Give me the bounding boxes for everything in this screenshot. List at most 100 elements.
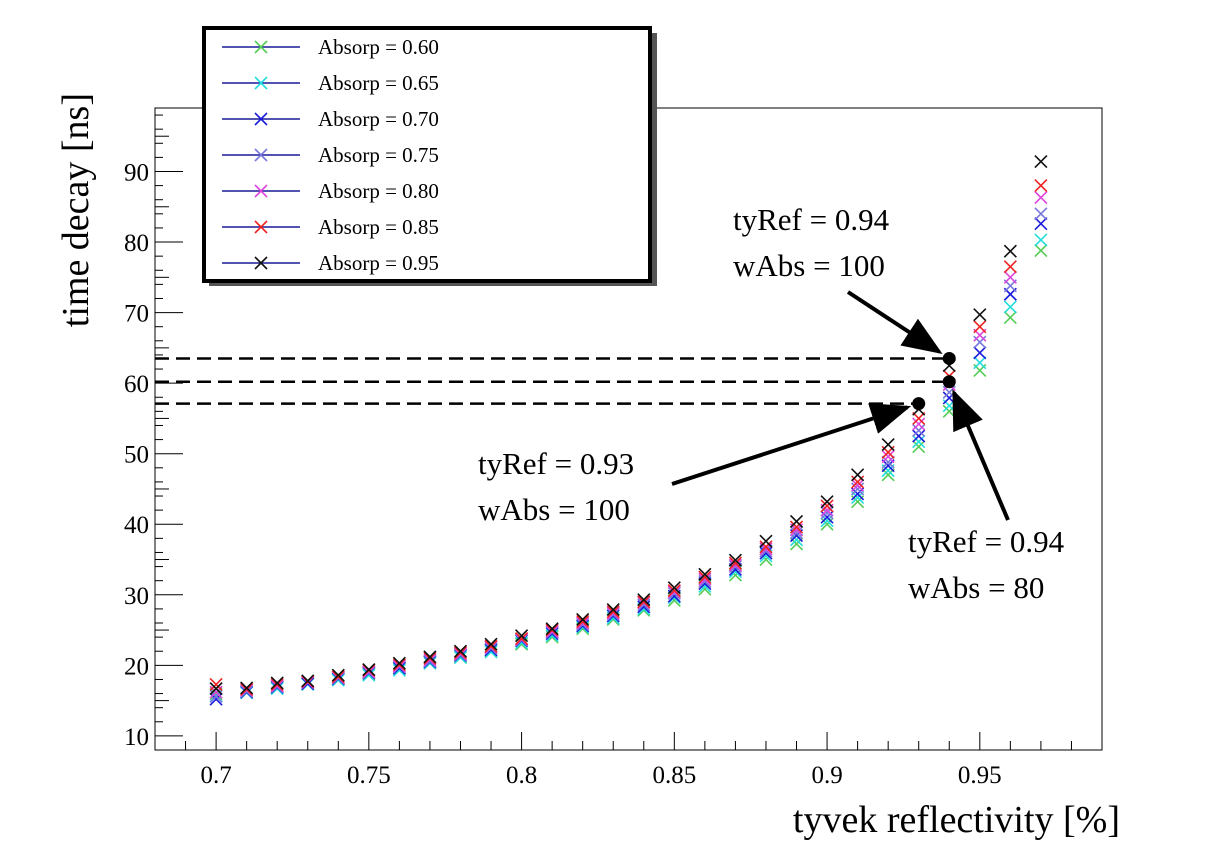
data-point	[881, 437, 895, 452]
data-point	[912, 423, 926, 437]
annotation-line2: wAbs = 80	[908, 570, 1044, 605]
data-point	[392, 658, 406, 672]
data-point	[423, 651, 437, 665]
x-tick-label: 0.75	[347, 762, 391, 789]
x-tick-label: 0.8	[506, 762, 537, 789]
data-point	[576, 619, 590, 633]
x-tick-label: 0.7	[200, 762, 231, 789]
data-point	[545, 623, 559, 637]
x-tick-label: 0.9	[811, 762, 842, 789]
data-point	[728, 558, 742, 572]
data-point	[881, 468, 895, 482]
data-point	[881, 455, 895, 469]
data-point	[1003, 310, 1017, 325]
data-point	[912, 429, 926, 443]
data-point	[484, 641, 498, 655]
data-point	[606, 605, 620, 619]
data-point	[667, 583, 681, 598]
data-point	[392, 661, 406, 675]
data-point	[606, 607, 620, 622]
data-point	[545, 624, 559, 639]
data-point	[270, 682, 284, 696]
data-point	[1034, 179, 1048, 193]
annotation-arrow	[846, 290, 943, 355]
data-point	[728, 553, 742, 567]
data-point	[576, 612, 590, 627]
data-point	[484, 643, 498, 657]
tick-marks	[154, 114, 1072, 750]
data-point	[484, 637, 498, 651]
data-point	[1034, 243, 1048, 258]
legend-entry: Absorp = 0.85	[222, 215, 439, 239]
data-point	[209, 686, 223, 701]
data-point	[331, 670, 345, 684]
data-point	[209, 677, 223, 691]
data-point	[423, 650, 437, 664]
data-point	[423, 653, 437, 667]
y-tick-label: 10	[124, 724, 149, 751]
data-point	[392, 659, 406, 673]
data-point	[759, 546, 773, 560]
x-tick-label: 0.85	[652, 762, 696, 789]
data-point	[240, 681, 254, 695]
y-tick-label: 30	[124, 583, 149, 610]
data-point	[728, 556, 742, 570]
annotation-line1: tyRef = 0.93	[478, 446, 634, 481]
data-point	[789, 526, 804, 540]
data-point	[362, 668, 376, 682]
data-point	[973, 308, 987, 322]
data-point	[881, 459, 895, 473]
data-point	[484, 639, 498, 653]
y-tick-label: 40	[124, 512, 149, 539]
data-point	[942, 404, 956, 418]
y-tick-labels: 10 20 30 40 50 60 70 80 90	[124, 159, 149, 750]
x-tick-labels: 0.7 0.75 0.8 0.85 0.9 0.95	[200, 762, 1001, 789]
data-point	[545, 622, 559, 636]
annotation-arrow	[671, 403, 912, 486]
y-tick-label: 50	[124, 442, 149, 469]
y-tick-label: 60	[124, 371, 149, 398]
data-point	[728, 562, 742, 576]
highlight-point	[912, 397, 926, 411]
data-point	[240, 682, 254, 696]
data-point	[301, 674, 315, 688]
data-point	[759, 540, 773, 554]
data-point	[759, 544, 773, 558]
data-point	[515, 631, 529, 646]
data-point	[453, 644, 468, 658]
data-point	[973, 320, 987, 334]
data-point	[667, 585, 681, 599]
legend-entry: Absorp = 0.75	[222, 143, 439, 167]
data-point	[1003, 260, 1017, 274]
y-tick-label: 20	[124, 653, 149, 680]
data-point	[851, 468, 865, 482]
data-point	[912, 417, 926, 431]
y-tick-label: 90	[124, 159, 149, 186]
data-point	[515, 629, 529, 643]
y-tick-label: 80	[124, 230, 149, 257]
data-point	[637, 598, 651, 612]
highlight-point	[942, 351, 956, 365]
data-point	[973, 346, 987, 360]
legend-entry: Absorp = 0.60	[222, 35, 439, 59]
data-point	[362, 665, 376, 679]
data-point	[912, 440, 926, 454]
data-point	[637, 595, 651, 609]
data-point	[698, 570, 712, 584]
data-point	[270, 677, 284, 691]
highlight-points	[912, 351, 956, 411]
data-point	[789, 514, 804, 528]
data-point	[270, 676, 284, 690]
data-point	[789, 520, 804, 534]
data-point	[698, 567, 712, 581]
legend-entry: Absorp = 0.95	[222, 251, 439, 275]
data-point	[820, 499, 834, 513]
data-point	[301, 677, 315, 691]
data-point	[576, 616, 590, 630]
annotation-arrow	[952, 389, 1010, 521]
annotation-line1: tyRef = 0.94	[733, 202, 890, 237]
data-point	[912, 435, 926, 449]
data-point	[606, 606, 620, 620]
legend-label: Absorp = 0.75	[318, 143, 439, 167]
